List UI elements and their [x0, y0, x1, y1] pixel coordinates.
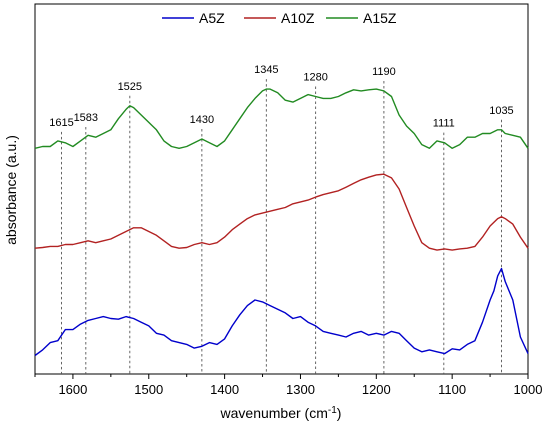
- legend-label-a10z: A10Z: [281, 10, 315, 26]
- peak-label-1583: 1583: [74, 112, 98, 124]
- x-tick-label-1600: 1600: [58, 382, 87, 397]
- legend-label-a15z: A15Z: [363, 10, 397, 26]
- peak-label-1615: 1615: [49, 117, 73, 129]
- x-tick-label-1000: 1000: [514, 382, 543, 397]
- series-line-a15z: [34, 88, 529, 149]
- series-lines: [34, 88, 529, 357]
- x-axis-label: wavenumber (cm-1): [220, 405, 342, 421]
- series-line-a10z: [34, 173, 529, 251]
- peak-label-1111: 1111: [433, 118, 455, 130]
- x-tick-label-1500: 1500: [134, 382, 163, 397]
- y-axis-label: absorbance (a.u.): [3, 135, 19, 245]
- x-tick-label-1200: 1200: [362, 382, 391, 397]
- peak-label-1345: 1345: [254, 64, 278, 76]
- x-tick-label-1400: 1400: [210, 382, 239, 397]
- peak-label-1430: 1430: [190, 114, 214, 126]
- x-axis: 1600 1500 1400 1300 1200 1100 1000: [34, 374, 543, 397]
- plot-frame: [34, 3, 529, 375]
- legend-label-a5z: A5Z: [199, 10, 225, 26]
- x-tick-label-1100: 1100: [438, 382, 466, 397]
- legend: A5Z A10Z A15Z: [162, 10, 397, 26]
- peak-label-1525: 1525: [118, 81, 142, 93]
- peak-label-1280: 1280: [303, 72, 327, 84]
- peak-label-1035: 1035: [489, 105, 513, 117]
- peak-markers: 1615 1583 1525 1430 1345 1280 1190 1111 1035: [49, 64, 514, 374]
- series-line-a5z: [34, 267, 529, 357]
- x-tick-label-1300: 1300: [286, 382, 315, 397]
- peak-label-1190: 1190: [372, 66, 396, 78]
